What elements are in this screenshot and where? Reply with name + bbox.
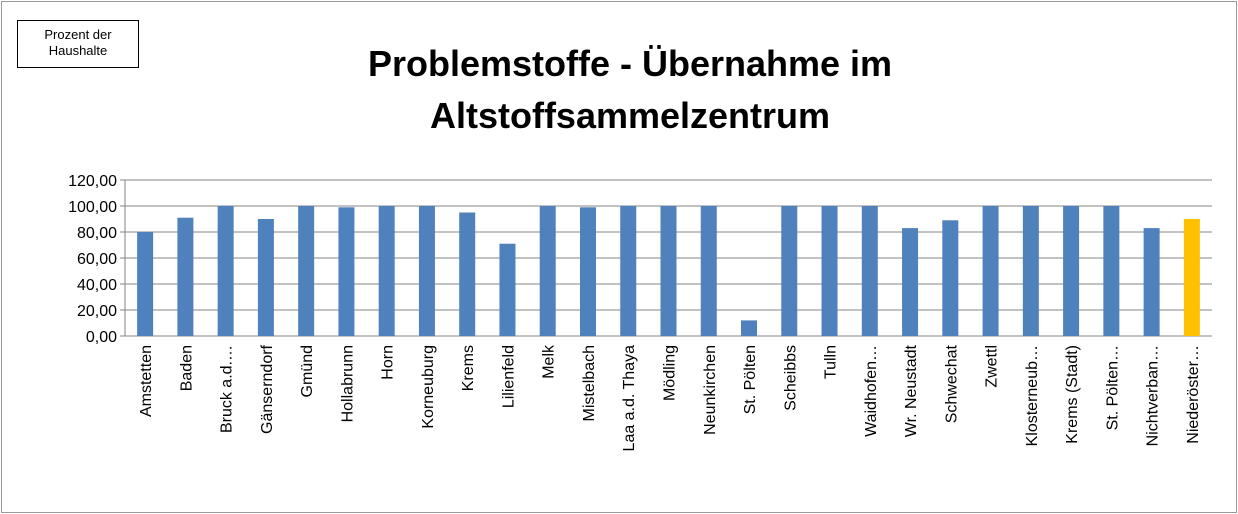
bar [942, 220, 959, 336]
x-tick-label: St. Pölten… [1104, 345, 1121, 430]
x-tick-label: Mödling [662, 345, 679, 401]
x-tick-label: Baden [178, 345, 195, 391]
bar [298, 206, 315, 336]
x-tick-label: Bruck a.d.… [219, 345, 236, 433]
bar [741, 320, 758, 336]
y-tick-label: 100,00 [68, 199, 117, 216]
bar [257, 219, 274, 336]
bar [338, 207, 355, 336]
y-axis-label: Prozent der Haushalte [17, 20, 139, 68]
x-tick-label: Lilienfeld [500, 345, 517, 408]
y-tick-label: 40,00 [77, 277, 117, 294]
x-tick-label: Melk [541, 344, 558, 379]
x-tick-label: Zwettl [984, 345, 1001, 388]
bar [861, 206, 878, 336]
x-tick-label: Niederöster… [1185, 345, 1202, 444]
bar [579, 207, 596, 336]
x-tick-label: Horn [380, 345, 397, 380]
y-tick-label: 80,00 [77, 225, 117, 242]
chart-title: Problemstoffe - Übernahme im Altstoffsam… [367, 43, 893, 136]
bar [1183, 219, 1200, 336]
bar [177, 217, 194, 336]
bar [418, 206, 435, 336]
x-tick-label: Klosterneub… [1024, 345, 1041, 446]
bar [1022, 206, 1039, 336]
bar [378, 206, 395, 336]
x-tick-label: Waidhofen… [863, 345, 880, 437]
y-tick-label: 0,00 [86, 329, 117, 346]
x-tick-label: Mistelbach [581, 345, 598, 421]
bar [499, 243, 516, 336]
y-tick-label: 60,00 [77, 251, 117, 268]
bar [1063, 206, 1080, 336]
x-tick-label: Tulln [823, 345, 840, 379]
x-tick-label: Hollabrunn [339, 345, 356, 422]
bar [459, 212, 476, 336]
bar [821, 206, 838, 336]
bar [902, 228, 919, 336]
x-tick-label: Scheibbs [782, 345, 799, 411]
y-tick-label: 120,00 [68, 173, 117, 190]
bar [982, 206, 999, 336]
x-tick-label: Amstetten [138, 345, 155, 417]
bar [781, 206, 798, 336]
bar [700, 206, 717, 336]
bar [660, 206, 677, 336]
bar [217, 206, 234, 336]
x-tick-label: Neunkirchen [702, 345, 719, 435]
x-tick-label: Nichtverban… [1145, 345, 1162, 446]
x-tick-label: Gmünd [299, 345, 316, 397]
x-tick-label: Krems [460, 345, 477, 391]
bar [1143, 228, 1160, 336]
y-tick-label: 20,00 [77, 303, 117, 320]
bar [137, 232, 154, 336]
x-tick-label: St. Pölten [742, 345, 759, 414]
x-tick-label: Krems (Stadt) [1064, 345, 1081, 444]
x-tick-label: Gänserndorf [259, 344, 276, 433]
x-tick-label: Wr. Neustadt [903, 344, 920, 437]
x-tick-label: Korneuburg [420, 345, 437, 429]
bar [539, 206, 556, 336]
bar [620, 206, 637, 336]
bar [1103, 206, 1120, 336]
x-tick-label: Schwechat [943, 344, 960, 423]
x-tick-label: Laa a.d. Thaya [621, 345, 638, 452]
